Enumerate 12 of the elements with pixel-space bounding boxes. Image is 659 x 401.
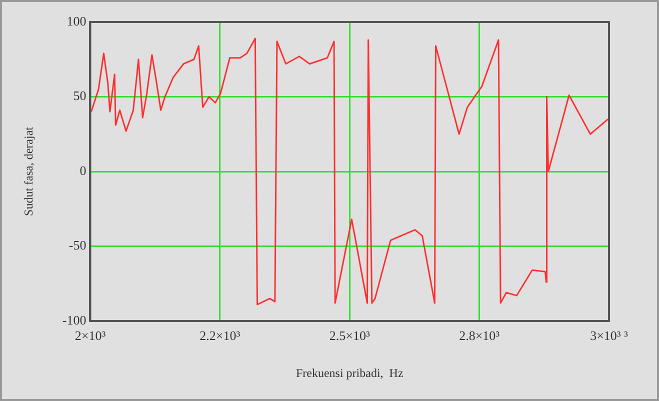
y-tick-label: 50 [73, 88, 86, 104]
x-tick-label: 2.5×10³ [329, 328, 370, 344]
y-tick-label: 0 [80, 162, 86, 178]
x-tick-label: 2×10³ [74, 328, 106, 344]
x-tick-label: 2.8×10³ [459, 328, 500, 344]
y-tick-label: -50 [68, 238, 86, 253]
y-tick-label: 100 [66, 13, 86, 28]
x-tick-label: 3×10³ ³ [590, 328, 628, 344]
x-tick-label: 2.2×10³ [200, 328, 240, 344]
y-tick-label: -100 [62, 312, 86, 328]
x-axis-title: Frekuensi pribadi, Hz [296, 366, 404, 380]
y-axis-title: Sudut fasa, derajat [21, 126, 36, 216]
